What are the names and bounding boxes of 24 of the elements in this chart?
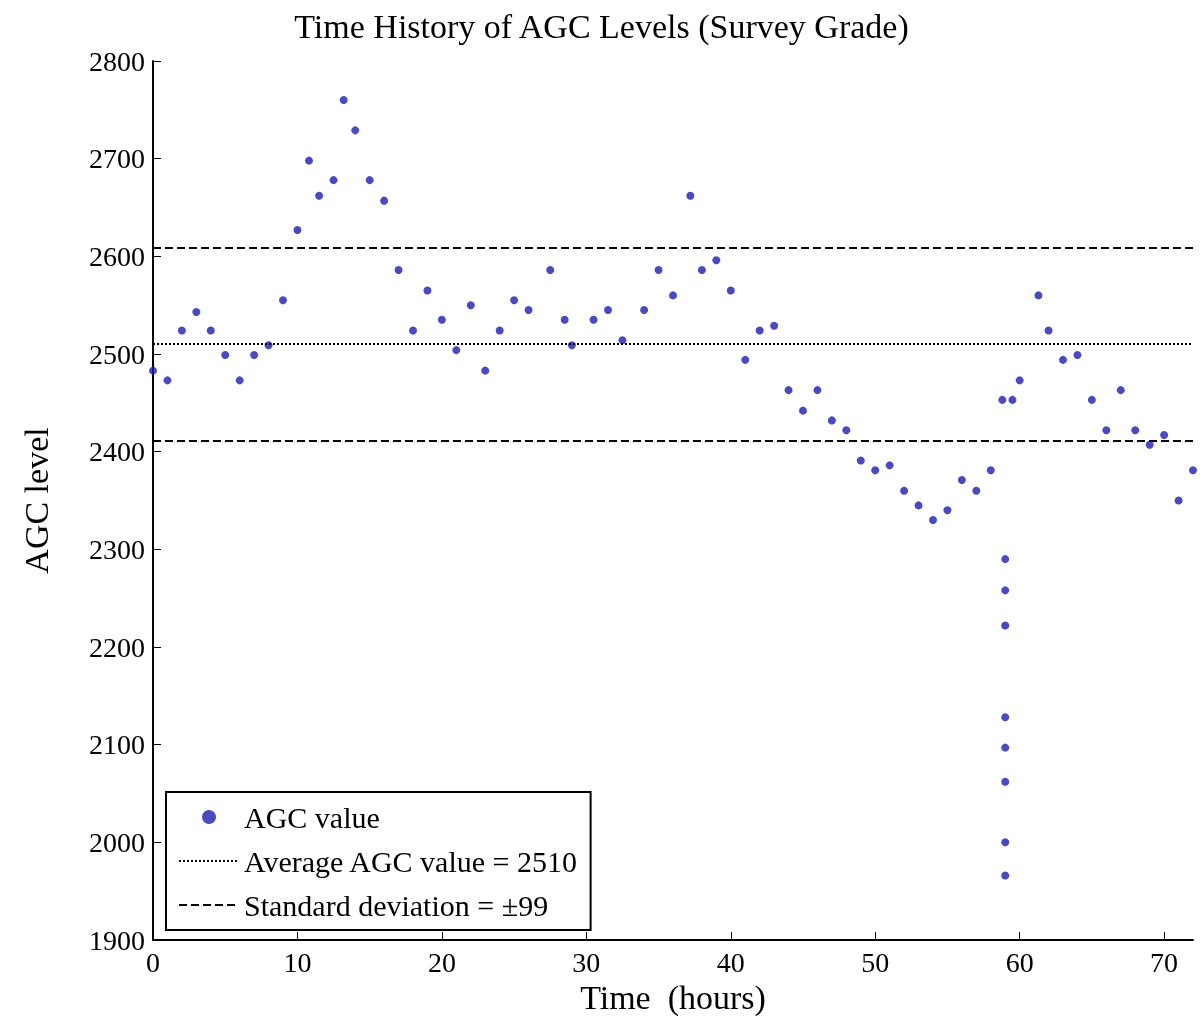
x-tick-label: 30 [572, 946, 601, 978]
y-tick-label: 2300 [89, 533, 145, 565]
x-tick-label: 10 [283, 946, 312, 978]
x-tick-label: 60 [1005, 946, 1034, 978]
y-tick-label: 2600 [89, 240, 145, 272]
y-tick-label: 2500 [89, 338, 145, 370]
legend-label: Average AGC value = 2510 [244, 844, 577, 878]
y-tick-label: 2000 [89, 826, 145, 858]
chart-title: Time History of AGC Levels (Survey Grade) [294, 7, 909, 46]
y-tick-label: 1900 [89, 924, 145, 956]
x-tick-label: 0 [146, 946, 160, 978]
y-axis-title: AGC level [17, 427, 55, 574]
legend-label: Standard deviation = ±99 [244, 888, 549, 922]
legend-label: AGC value [244, 800, 380, 834]
x-tick-label: 20 [427, 946, 456, 978]
x-axis-title: Time (hours) [580, 979, 766, 1018]
x-tick-label: 50 [861, 946, 890, 978]
x-tick-label: 70 [1150, 946, 1179, 978]
y-tick-label: 2400 [89, 436, 145, 468]
y-tick-label: 2100 [89, 729, 145, 761]
y-tick-label: 2200 [89, 631, 145, 663]
y-tick-label: 2800 [89, 45, 145, 77]
x-tick-label: 40 [716, 946, 745, 978]
y-tick-label: 2700 [89, 143, 145, 175]
